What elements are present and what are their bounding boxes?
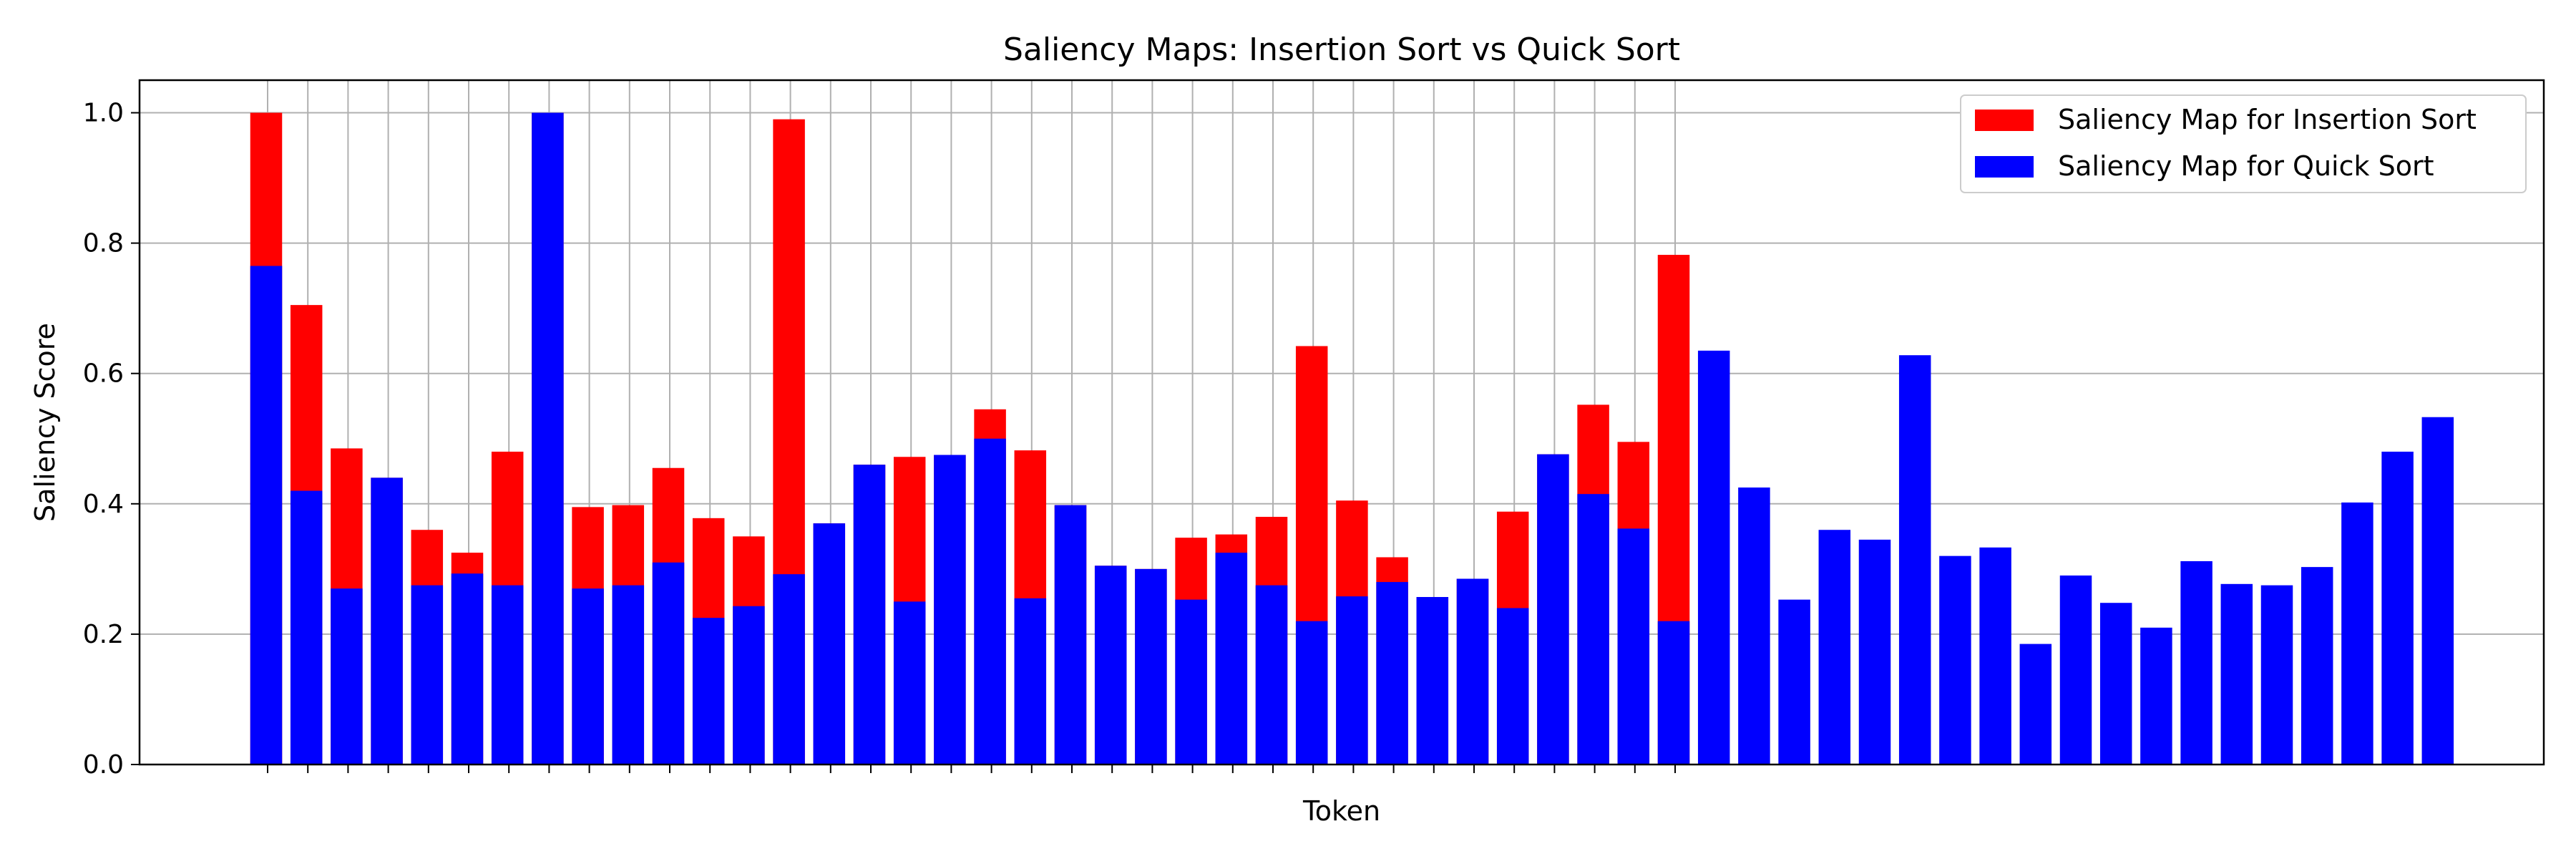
y-tick-label: 1.0 [83,99,124,128]
legend-label-insertion: Saliency Map for Insertion Sort [2058,104,2477,135]
quick-sort-bar [1135,568,1167,765]
quick-sort-bar [692,618,725,765]
quick-sort-bar [2381,451,2414,765]
quick-sort-bar [2140,627,2172,765]
quick-sort-bar [1175,599,1207,765]
quick-sort-bar [1939,555,1971,765]
quick-sort-bar [1215,553,1248,765]
quick-sort-bar [1617,528,1650,765]
quick-sort-bar [1858,539,1891,765]
y-tick-label: 0.0 [83,750,124,780]
y-tick-label: 0.8 [83,229,124,258]
quick-sort-bar [2180,560,2212,765]
quick-sort-bar [1738,487,1770,765]
quick-sort-bar [1416,597,1449,765]
quick-sort-bar [1054,505,1087,765]
quick-sort-bar [1014,598,1047,765]
chart-title: Saliency Maps: Insertion Sort vs Quick S… [1003,31,1680,68]
ticks: 0.0 0.2 0.4 0.6 0.8 1.0 [83,99,1676,780]
quick-sort-bar [1255,585,1288,765]
y-axis-label: Saliency Score [29,323,61,522]
quick-sort-bar [1456,578,1489,765]
quick-sort-bar [813,523,846,765]
x-axis-label: Token [1302,795,1380,827]
quick-sort-bar [371,477,403,765]
quick-sort-bar [1818,530,1851,765]
quick-sort-bar [1336,596,1368,765]
quick-sort-bar [652,562,685,765]
legend-box [1960,94,2527,193]
quick-sort-bar [2099,603,2132,765]
quick-sort-bar [773,574,805,765]
y-tick-label: 0.6 [83,359,124,389]
quick-sort-bar [1295,621,1328,765]
quick-sort-bar [1697,350,1730,765]
quick-sort-bar [1778,599,1810,765]
legend: Saliency Map for Insertion Sort Saliency… [1960,94,2527,193]
quick-sort-bar [1898,355,1931,765]
legend-swatch-quick [1975,156,2034,178]
quick-sort-bar [974,438,1006,765]
quick-sort-bar [331,588,363,765]
y-tick-label: 0.4 [83,490,124,519]
quick-sort-bar [532,112,564,765]
quick-sort-bar [853,465,886,765]
quick-sort-bar [1979,547,2011,765]
quick-sort-bar [934,455,966,765]
quick-sort-bar [733,606,765,765]
axes-frame [138,79,2545,766]
quick-sort-bar [2019,644,2052,765]
quick-sort-bar [1376,582,1408,765]
quick-sort-bar [1577,494,1609,765]
quick-sort-bar [893,601,926,765]
quick-sort-bar [612,585,645,765]
quick-sort-bar [451,573,484,765]
quick-sort-bar [572,588,604,765]
quick-sort-bar [1657,621,1690,765]
y-tick-label: 0.2 [83,620,124,649]
quick-sort-bar [2260,585,2293,765]
quick-sort-bar [1496,608,1529,765]
quick-sort-bar [2059,575,2092,765]
quick-sort-bar [2341,502,2373,765]
quick-sort-bar [1094,566,1127,765]
bars [250,112,2454,765]
quick-sort-bar [250,266,283,765]
quick-sort-bar [2301,567,2333,765]
quick-sort-bar [2421,417,2454,765]
quick-sort-bar [2220,583,2253,765]
quick-sort-bar [411,585,444,765]
quick-sort-bar [1537,454,1569,765]
quick-sort-bar [290,490,323,765]
legend-label-quick: Saliency Map for Quick Sort [2058,150,2434,182]
quick-sort-bar [491,585,524,765]
legend-swatch-insertion [1975,110,2034,131]
